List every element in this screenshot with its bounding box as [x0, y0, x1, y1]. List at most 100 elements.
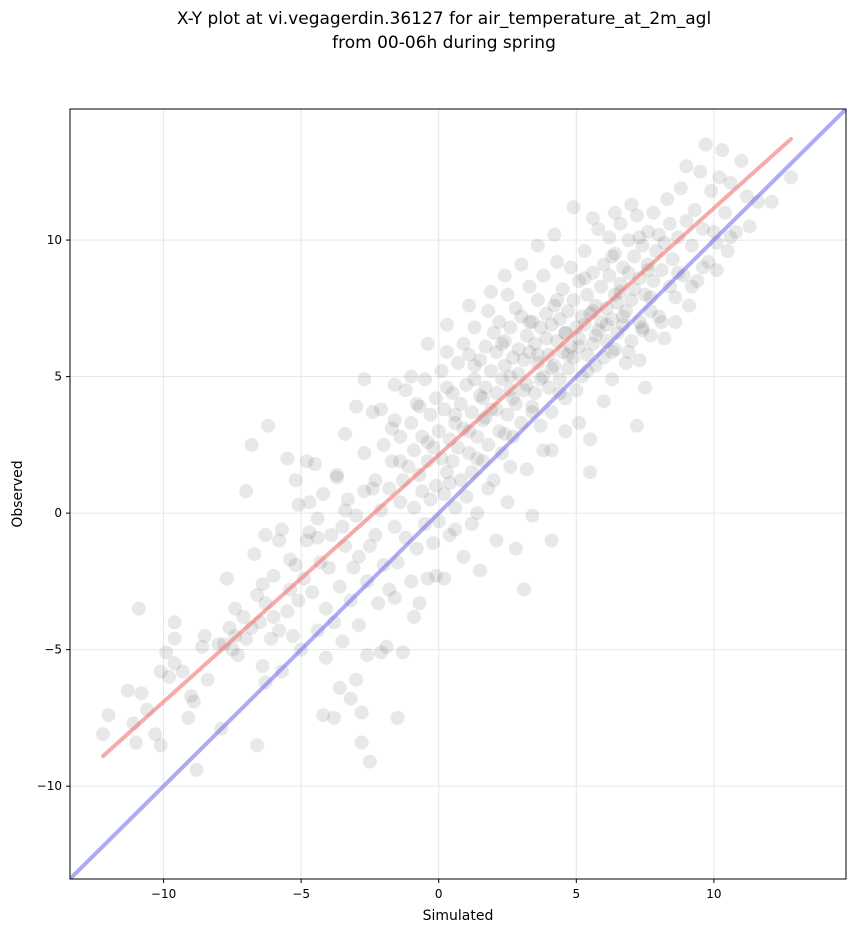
data-point [563, 260, 578, 275]
data-point [379, 639, 394, 654]
data-point [274, 522, 289, 537]
data-point [530, 347, 545, 362]
data-point [536, 369, 551, 384]
data-point [393, 495, 408, 510]
data-point [514, 309, 529, 324]
data-point [442, 528, 457, 542]
data-point [583, 465, 598, 480]
data-point [404, 574, 419, 589]
data-point [728, 224, 743, 239]
data-point [734, 153, 749, 168]
data-point [596, 394, 611, 409]
data-point [541, 380, 556, 395]
data-point [638, 380, 653, 395]
data-point [486, 325, 501, 340]
data-point [547, 358, 562, 373]
data-point [376, 437, 391, 452]
data-point [219, 571, 234, 586]
data-point [530, 238, 545, 253]
data-point [635, 320, 650, 335]
data-point [321, 560, 336, 575]
data-point [288, 558, 303, 572]
data-point [302, 495, 317, 510]
x-axis-label: Simulated [423, 908, 494, 924]
data-point [723, 175, 738, 190]
data-point [244, 437, 259, 452]
data-point [525, 399, 540, 414]
data-point [387, 519, 402, 534]
data-point [668, 315, 683, 329]
data-point [362, 754, 377, 769]
data-point [497, 358, 512, 373]
data-point [566, 293, 581, 308]
data-point [280, 604, 295, 619]
data-point [492, 315, 507, 329]
data-point [489, 533, 504, 548]
data-point [572, 416, 587, 430]
data-point [481, 437, 496, 452]
data-point [327, 710, 342, 725]
plot-frame [69, 108, 847, 880]
data-point [335, 634, 350, 649]
data-point [473, 388, 487, 403]
data-point [393, 454, 408, 469]
data-point [627, 282, 642, 297]
data-point [134, 686, 149, 701]
data-point [175, 664, 190, 679]
data-point [651, 309, 666, 324]
data-point [495, 372, 509, 387]
data-point [426, 536, 441, 551]
data-point [318, 650, 333, 665]
data-point [635, 323, 650, 338]
data-point [693, 164, 708, 179]
y-axis-label: Observed [10, 460, 26, 527]
data-point [618, 355, 633, 370]
data-point [662, 216, 677, 231]
data-point [329, 470, 344, 485]
data-point [368, 528, 383, 542]
data-point [255, 659, 270, 673]
data-point [448, 416, 463, 430]
data-point [415, 429, 430, 444]
data-point [407, 609, 421, 624]
x-tick-label: −10 [151, 887, 176, 901]
data-point [456, 549, 471, 564]
data-point [635, 238, 650, 253]
data-point [470, 429, 485, 444]
data-point [239, 484, 254, 499]
data-point [390, 710, 405, 725]
data-point [517, 353, 531, 368]
data-point [495, 336, 509, 351]
data-point [621, 265, 636, 280]
data-point [704, 183, 719, 198]
data-point [679, 159, 694, 174]
identity-line [70, 109, 846, 879]
data-point [464, 517, 479, 531]
data-point [357, 484, 372, 499]
data-point [544, 317, 559, 332]
data-point [638, 287, 653, 302]
data-point [451, 355, 465, 370]
data-point [217, 637, 232, 652]
data-point [167, 615, 182, 630]
data-point [239, 631, 254, 646]
data-point [129, 735, 143, 750]
data-point [266, 609, 281, 624]
data-point [602, 230, 617, 245]
x-tick-label: 0 [435, 887, 443, 901]
data-point [250, 588, 265, 602]
data-point [561, 361, 576, 376]
data-point [148, 727, 163, 742]
data-point [508, 396, 523, 411]
data-point [302, 525, 317, 540]
data-point [577, 244, 592, 258]
data-point [445, 454, 460, 469]
data-point [533, 418, 548, 433]
data-point [354, 735, 369, 750]
data-point [544, 443, 559, 458]
data-point [189, 762, 204, 777]
data-point [131, 601, 146, 616]
data-point [569, 383, 584, 398]
data-point [627, 249, 642, 264]
data-point [563, 339, 578, 354]
